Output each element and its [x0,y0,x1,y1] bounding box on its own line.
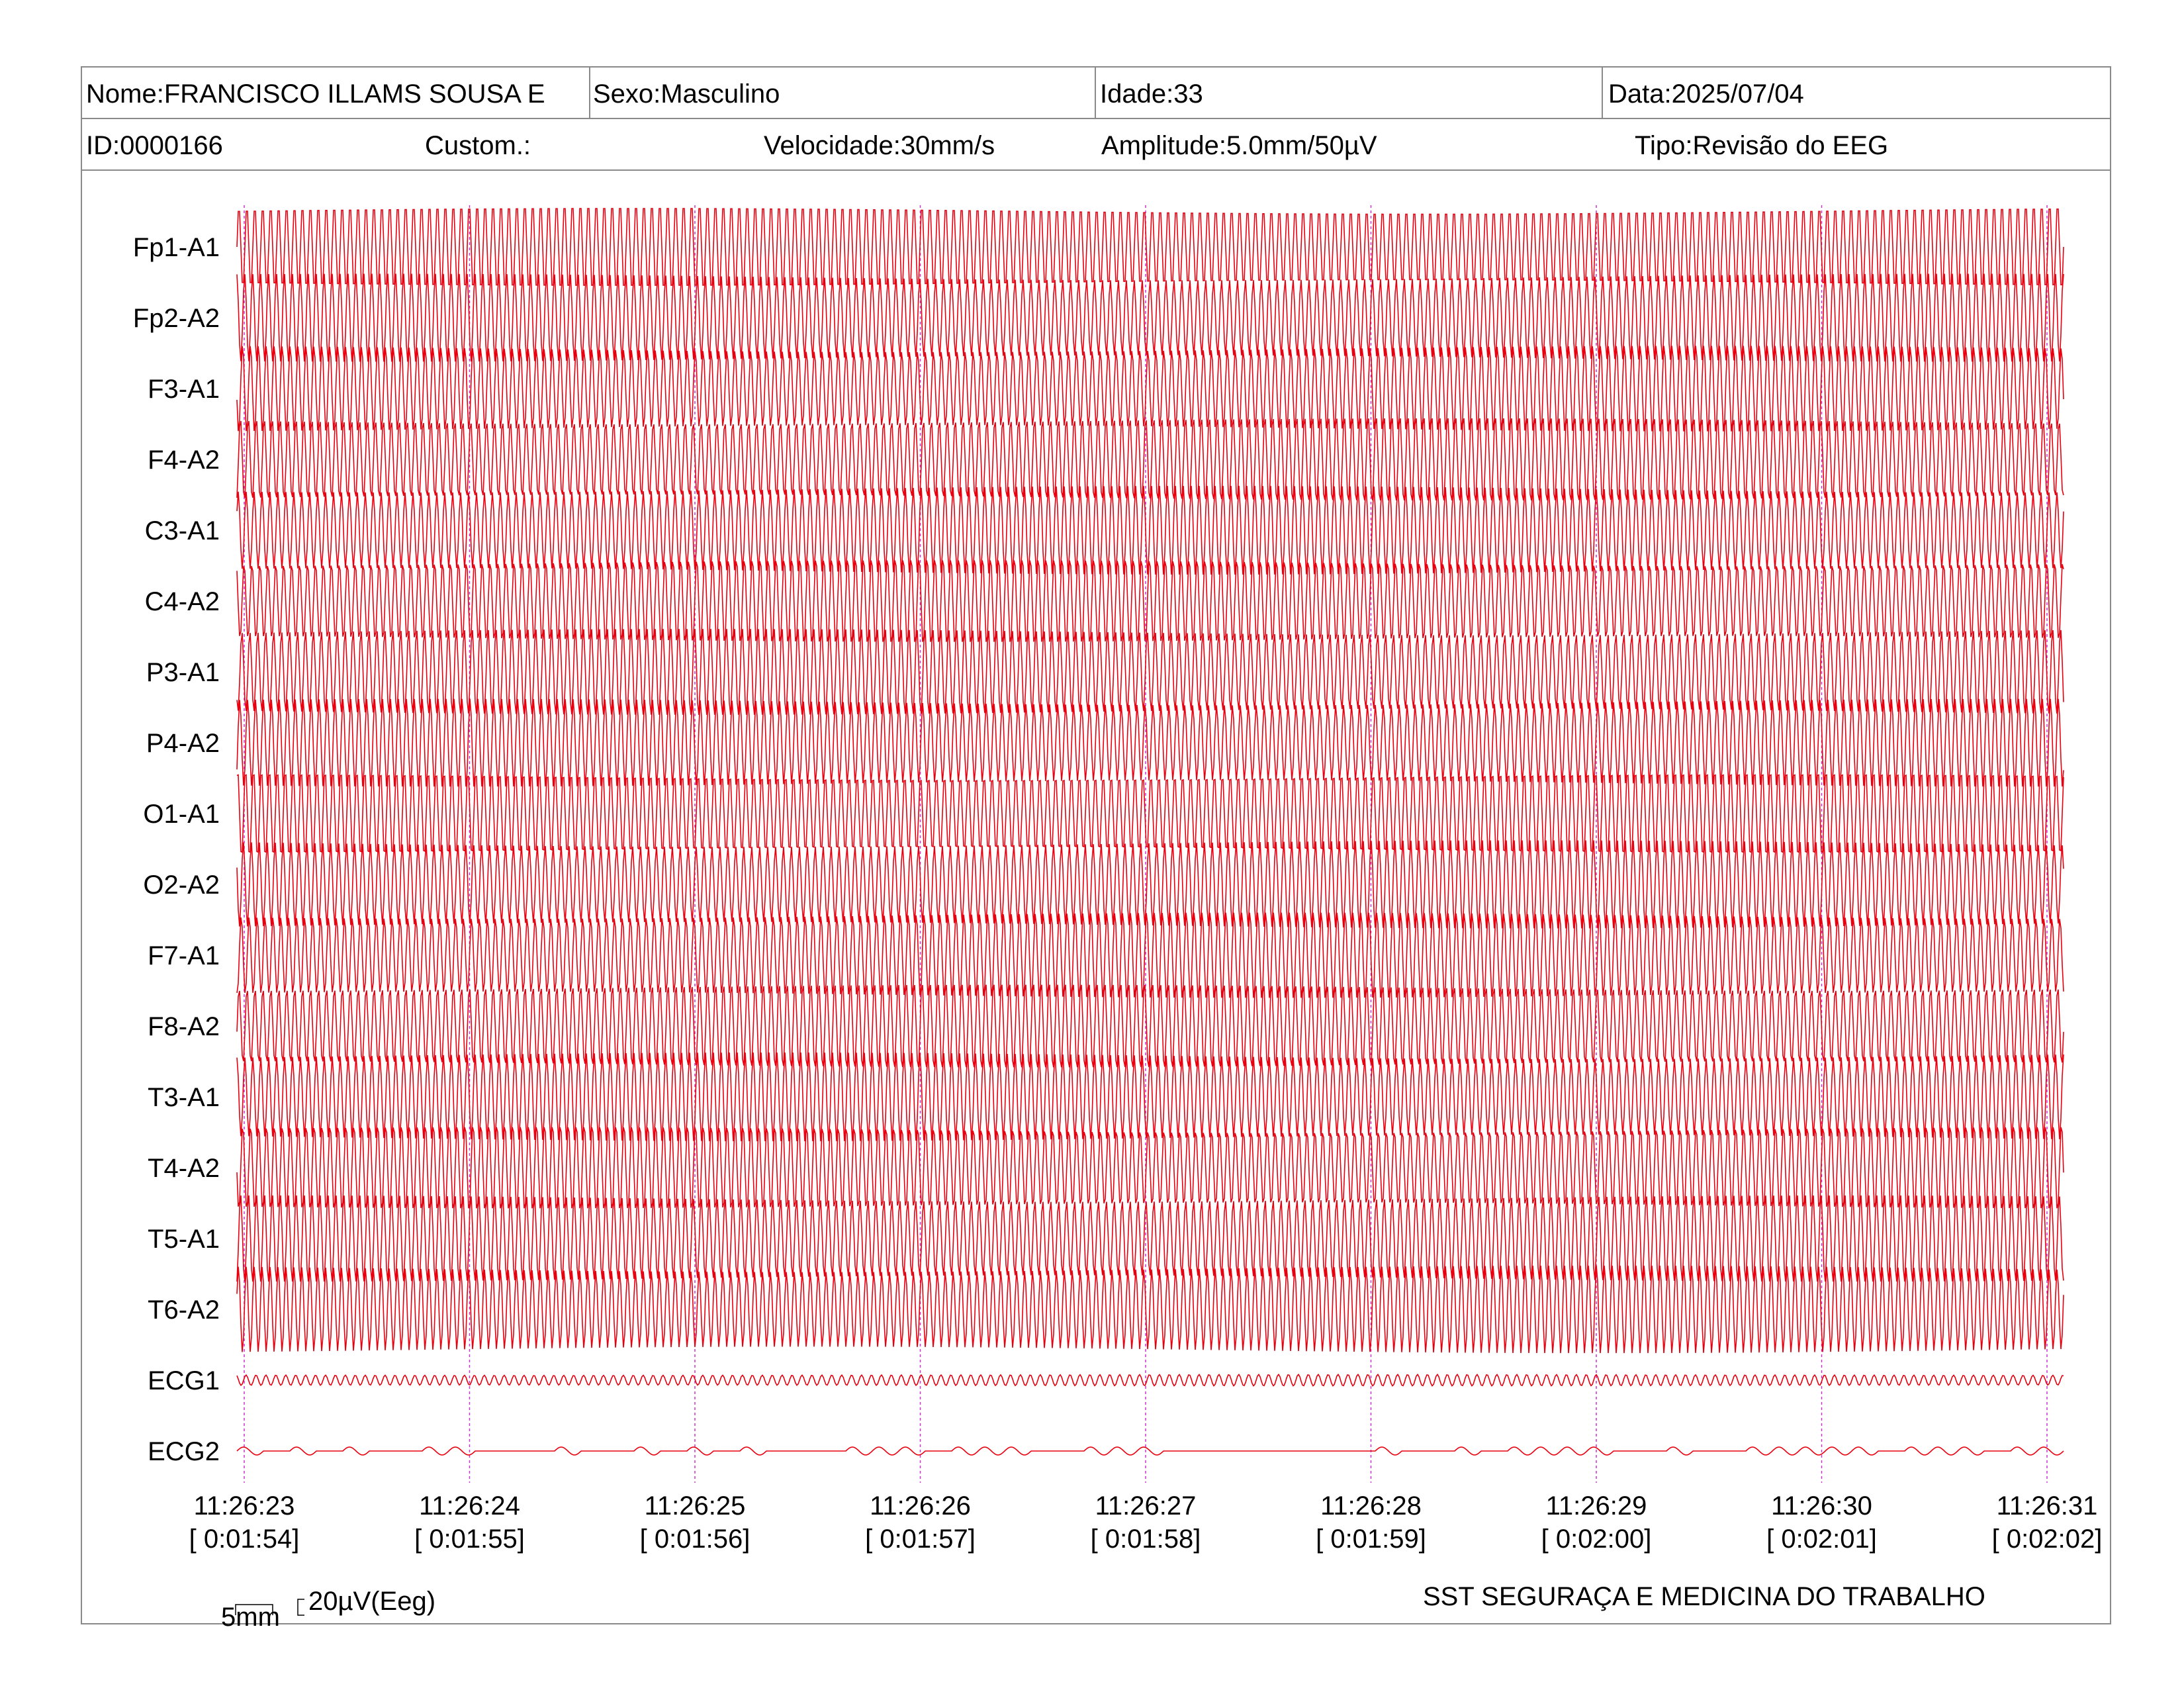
channel-label: O2-A2 [143,870,220,900]
trace-t5-a1 [236,1195,2064,1282]
channel-label: T5-A1 [148,1225,220,1254]
trace-ecg2 [236,1446,2064,1456]
trace-fp1-a1 [236,208,2064,286]
custom-field: Custom.: [425,131,531,160]
exam-date: Data:2025/07/04 [1608,79,1804,109]
time-clock-label: 11:26:29 [1546,1491,1647,1521]
time-clock-label: 11:26:30 [1771,1491,1872,1521]
channel-label: C4-A2 [145,587,220,616]
time-elapsed-label: [ 0:01:57] [865,1524,976,1554]
trace-f7-a1 [236,912,2064,998]
trace-ecg1 [236,1374,2064,1387]
time-clock-label: 11:26:28 [1320,1491,1422,1521]
trace-o2-a2 [236,840,2064,929]
channel-labels: Fp1-A1 Fp2-A2 F3-A1 F4-A2 C3-A1 C4-A2 P3-A1 P4-… [133,233,220,1466]
time-elapsed-label: [ 0:01:54] [189,1524,300,1554]
time-elapsed-label: [ 0:01:56] [640,1524,751,1554]
channel-label: P4-A2 [146,729,220,758]
time-elapsed-label: [ 0:01:59] [1316,1524,1426,1554]
channel-label: F8-A2 [148,1012,220,1041]
channel-label: T3-A1 [148,1083,220,1112]
trace-p4-a2 [236,698,2064,787]
time-elapsed-label: [ 0:01:58] [1091,1524,1201,1554]
time-labels: 11:26:23[ 0:01:54] 11:26:24[ 0:01:55] 11:2… [189,1491,2103,1554]
trace-fp2-a2 [236,273,2064,362]
channel-label: F4-A2 [148,445,220,475]
trace-f3-a1 [236,346,2064,432]
channel-label: T4-A2 [148,1154,220,1183]
eeg-traces [236,208,2064,1456]
trace-o1-a1 [236,774,2064,853]
exam-type: Tipo:Revisão do EEG [1635,131,1889,160]
trace-t6-a2 [236,1265,2064,1354]
trace-c3-a1 [236,485,2064,575]
channel-label: P3-A1 [146,658,220,687]
channel-label: ECG2 [148,1437,220,1466]
time-clock-label: 11:26:31 [1997,1491,2098,1521]
time-scale-bracket [235,1604,273,1615]
paper-speed: Velocidade:30mm/s [764,131,995,160]
patient-name: Nome:FRANCISCO ILLAMS SOUSA E [86,79,545,109]
trace-p3-a1 [236,629,2064,715]
time-clock-label: 11:26:23 [194,1491,295,1521]
amplitude-setting: Amplitude:5.0mm/50µV [1101,131,1377,160]
time-elapsed-label: [ 0:02:01] [1766,1524,1877,1554]
channel-label: Fp1-A1 [133,233,220,262]
time-elapsed-label: [ 0:02:02] [1992,1524,2103,1554]
trace-t4-a2 [236,1127,2064,1209]
header-row-exam: ID:0000166 Custom.: Velocidade:30mm/s Am… [82,119,2110,171]
clinic-footer: SST SEGURAÇA E MEDICINA DO TRABALHO [1423,1582,1985,1611]
header-row-patient: Nome:FRANCISCO ILLAMS SOUSA E Sexo:Mascu… [82,68,2110,119]
header-divider [1095,68,1096,118]
time-elapsed-label: [ 0:01:55] [414,1524,525,1554]
trace-f4-a2 [236,418,2064,501]
patient-sex: Sexo:Masculino [593,79,780,109]
header-divider [1602,68,1603,118]
amplitude-scale-label: 20µV(Eeg) [308,1587,435,1616]
time-elapsed-label: [ 0:02:00] [1541,1524,1652,1554]
channel-label: O1-A1 [143,800,220,829]
time-clock-label: 11:26:27 [1095,1491,1197,1521]
header-divider [589,68,590,118]
trace-f8-a2 [236,984,2064,1068]
time-scale-label: 5mm [221,1603,280,1632]
channel-label: F3-A1 [148,375,220,404]
amplitude-scale-bracket [297,1599,304,1616]
channel-label: ECG1 [148,1366,220,1395]
trace-t3-a1 [236,1053,2064,1141]
channel-label: T6-A2 [148,1295,220,1325]
patient-id: ID:0000166 [86,131,223,160]
patient-age: Idade:33 [1100,79,1203,109]
channel-label: Fp2-A2 [133,304,220,333]
eeg-report-sheet: Nome:FRANCISCO ILLAMS SOUSA E Sexo:Mascu… [81,66,2111,1624]
channel-label: C3-A1 [145,516,220,545]
time-clock-label: 11:26:26 [870,1491,971,1521]
trace-c4-a2 [236,560,2064,642]
time-clock-label: 11:26:25 [645,1491,746,1521]
channel-label: F7-A1 [148,941,220,970]
time-clock-label: 11:26:24 [419,1491,520,1521]
scale-bar: 5mm 20µV(Eeg) [221,1587,435,1632]
